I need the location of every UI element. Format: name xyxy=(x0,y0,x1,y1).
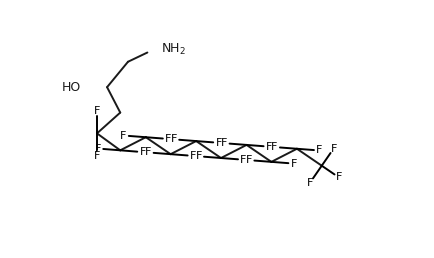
Text: NH$_2$: NH$_2$ xyxy=(161,42,186,57)
Text: F: F xyxy=(94,151,100,161)
Text: F: F xyxy=(335,173,342,182)
Text: F: F xyxy=(94,106,100,116)
Text: F: F xyxy=(271,142,277,152)
Text: F: F xyxy=(290,159,296,168)
Text: F: F xyxy=(189,151,196,161)
Text: F: F xyxy=(195,151,201,161)
Text: F: F xyxy=(164,134,171,144)
Text: F: F xyxy=(240,155,246,165)
Text: F: F xyxy=(245,155,252,165)
Text: F: F xyxy=(139,147,145,157)
Text: F: F xyxy=(170,134,177,144)
Text: F: F xyxy=(120,131,126,141)
Text: F: F xyxy=(145,148,151,157)
Text: F: F xyxy=(316,146,322,156)
Text: F: F xyxy=(330,144,336,154)
Text: F: F xyxy=(215,138,221,148)
Text: F: F xyxy=(220,138,227,148)
Text: HO: HO xyxy=(62,81,81,94)
Text: F: F xyxy=(95,143,101,154)
Text: F: F xyxy=(265,142,272,152)
Text: F: F xyxy=(306,178,312,188)
